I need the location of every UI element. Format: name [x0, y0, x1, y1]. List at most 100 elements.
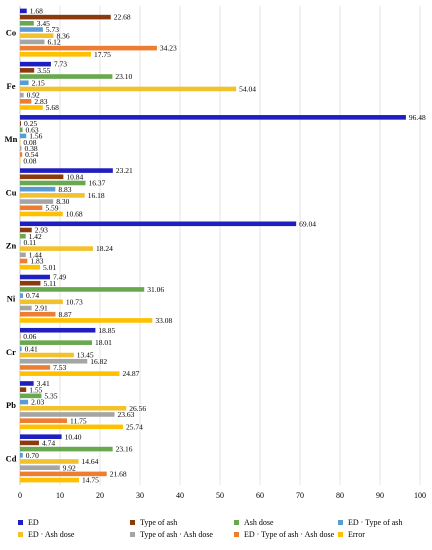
legend-swatch	[130, 532, 135, 537]
bar	[20, 346, 22, 352]
data-label: 5.68	[46, 103, 59, 112]
bar	[20, 446, 113, 452]
bar	[20, 205, 43, 211]
bar	[20, 199, 54, 204]
bar	[20, 327, 96, 333]
bar-chart: 0 10 20 30 40 50 60 70 80 90 100 Co 1.68 22.68 3.455.7…	[5, 6, 426, 500]
bar	[20, 186, 56, 192]
bar	[20, 387, 27, 392]
legend-swatch	[338, 532, 343, 537]
data-label: 10.84	[66, 172, 83, 181]
x-tick-label: 60	[256, 491, 264, 500]
bar	[20, 168, 113, 173]
category-label: Fe	[7, 81, 16, 91]
legend-label: ED · Ash dose	[28, 530, 75, 539]
bar	[20, 381, 34, 386]
bar	[20, 459, 79, 464]
chart-legend: ED Type of ash Ash dose ED · Type of ash ED …	[18, 518, 428, 539]
bar	[20, 465, 60, 470]
data-label: 18.01	[95, 338, 112, 347]
data-label: 6.12	[47, 38, 60, 47]
data-label: 34.23	[160, 44, 177, 53]
bar	[20, 233, 26, 239]
data-label: 14.64	[82, 457, 99, 466]
x-tick-label: 10	[56, 491, 64, 500]
data-label: 0.92	[27, 91, 40, 100]
legend-item: Type of ash	[130, 518, 234, 527]
data-label: 16.82	[90, 357, 107, 366]
bar	[20, 39, 45, 45]
legend-label: Type of ash	[140, 518, 178, 527]
legend-swatch	[234, 520, 239, 525]
data-label: 0.11	[23, 238, 36, 247]
data-label: 1.56	[29, 132, 42, 141]
legend-label: ED · Type of ash	[348, 518, 403, 527]
data-label: 0.06	[23, 332, 36, 341]
legend-swatch	[234, 532, 239, 537]
bar	[20, 105, 43, 110]
data-label: 5.59	[45, 203, 58, 212]
data-label: 16.18	[88, 191, 105, 200]
data-label: 0.74	[26, 291, 39, 300]
data-label: 96.48	[409, 113, 426, 122]
bar	[20, 121, 21, 126]
bar	[20, 405, 127, 411]
bar	[20, 74, 113, 79]
data-label: 0.63	[26, 125, 39, 134]
bar	[20, 80, 29, 86]
bar	[20, 221, 297, 227]
data-label: 23.16	[116, 445, 133, 454]
data-label: 23.10	[115, 72, 132, 81]
bar	[20, 264, 41, 270]
bar	[20, 174, 64, 180]
bar	[20, 52, 91, 57]
data-label: 3.55	[37, 66, 50, 75]
bar	[20, 61, 51, 67]
bar	[20, 477, 79, 483]
bar	[20, 305, 32, 311]
bar	[20, 452, 23, 458]
x-tick-label: 90	[376, 491, 384, 500]
category-label: Cu	[6, 187, 17, 197]
bar	[20, 193, 85, 198]
data-label: 26.56	[129, 404, 146, 413]
bar	[20, 68, 35, 73]
data-label: 1.55	[29, 385, 42, 394]
bar	[20, 211, 63, 217]
x-tick-label: 100	[414, 491, 426, 500]
data-label: 5.73	[46, 25, 59, 34]
data-label: 22.68	[114, 13, 131, 22]
category-label: Mn	[5, 134, 18, 144]
data-label: 5.01	[43, 263, 56, 272]
bar	[20, 99, 32, 104]
data-label: 16.37	[88, 179, 105, 188]
x-tick-label: 70	[296, 491, 304, 500]
data-label: 7.49	[53, 273, 66, 282]
data-label: 69.04	[299, 219, 316, 228]
bar	[20, 152, 23, 157]
data-label: 18.85	[98, 326, 115, 335]
x-tick-label: 0	[18, 491, 22, 500]
data-label: 21.68	[110, 469, 127, 478]
bar	[20, 418, 67, 423]
legend-swatch	[338, 520, 343, 525]
data-label: 17.75	[94, 50, 111, 59]
data-label: 5.11	[43, 279, 56, 288]
x-tick-label: 50	[216, 491, 224, 500]
data-label: 0.25	[24, 119, 37, 128]
legend-item: ED · Ash dose	[18, 530, 130, 539]
legend-label: ED	[28, 518, 39, 527]
bar	[20, 180, 86, 186]
data-label: 7.73	[54, 60, 67, 69]
data-label: 23.63	[118, 410, 135, 419]
bar	[20, 274, 50, 280]
bar	[20, 280, 41, 286]
bar	[20, 127, 23, 133]
bar	[20, 27, 43, 32]
data-label: 1.44	[29, 250, 42, 259]
bar	[20, 399, 29, 405]
category-label: Co	[6, 28, 16, 38]
bar	[20, 45, 157, 51]
data-label: 3.41	[37, 379, 50, 388]
data-label: 25.74	[126, 422, 143, 431]
